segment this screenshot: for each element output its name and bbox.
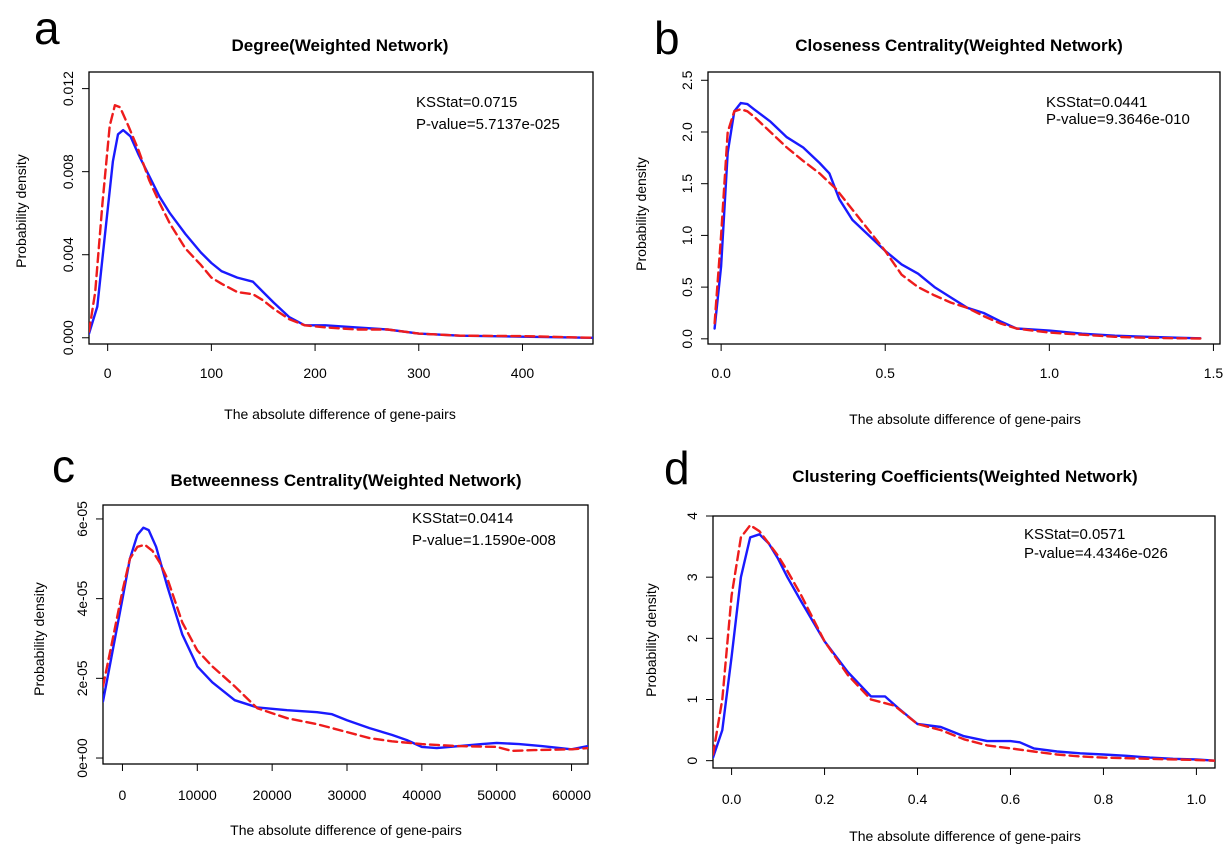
x-tick-label: 0 xyxy=(104,365,112,381)
x-axis-label: The absolute difference of gene-pairs xyxy=(849,411,1081,427)
chart-title: Betweenness Centrality(Weighted Network) xyxy=(170,471,521,490)
chart-panel-b: b Closeness Centrality(Weighted Network)… xyxy=(633,12,1223,427)
x-tick-label: 60000 xyxy=(552,787,591,803)
chart-title: Degree(Weighted Network) xyxy=(232,36,449,55)
y-axis-label: Probability density xyxy=(31,582,47,696)
y-tick-label: 2.5 xyxy=(679,70,695,90)
panel-letter: a xyxy=(34,2,60,54)
blue-density-line xyxy=(103,526,588,751)
x-tick-label: 200 xyxy=(303,365,327,381)
y-tick-label: 1 xyxy=(684,695,700,703)
y-axis-label: Probability density xyxy=(633,157,649,271)
panel-letter: c xyxy=(52,440,75,492)
y-tick-label: 0.5 xyxy=(679,277,695,297)
y-tick-label: 6e-05 xyxy=(74,501,90,537)
y-tick-label: 1.0 xyxy=(679,225,695,245)
ks-stat: KSStat=0.0715 xyxy=(416,94,517,111)
red-density-line xyxy=(713,107,1202,340)
x-tick-label: 100 xyxy=(200,365,224,381)
x-tick-label: 1.0 xyxy=(1040,365,1060,381)
x-axis-label: The absolute difference of gene-pairs xyxy=(230,822,462,838)
y-axis-label: Probability density xyxy=(13,154,29,268)
panel-letter: b xyxy=(654,12,680,64)
y-tick-label: 0.004 xyxy=(60,237,76,272)
x-axis-label: The absolute difference of gene-pairs xyxy=(849,828,1081,844)
p-value: P-value=4.4346e-026 xyxy=(1024,545,1168,562)
x-tick-label: 40000 xyxy=(402,787,441,803)
x-tick-label: 50000 xyxy=(477,787,516,803)
y-tick-label: 0.012 xyxy=(60,71,76,106)
y-tick-label: 2.0 xyxy=(679,122,695,142)
y-tick-label: 0.0 xyxy=(679,329,695,349)
red-density-line xyxy=(89,103,593,339)
ks-stat: KSStat=0.0571 xyxy=(1024,526,1125,543)
y-tick-label: 4e-05 xyxy=(74,581,90,617)
plot-frame xyxy=(88,71,594,345)
y-tick-label: 4 xyxy=(684,512,700,520)
x-tick-label: 30000 xyxy=(328,787,367,803)
y-tick-label: 3 xyxy=(684,573,700,581)
x-tick-label: 400 xyxy=(511,365,535,381)
panel-letter: d xyxy=(664,442,690,494)
blue-density-line xyxy=(89,128,593,339)
chart-panel-c: c Betweenness Centrality(Weighted Networ… xyxy=(31,440,591,838)
y-tick-label: 1.5 xyxy=(679,174,695,194)
y-tick-label: 0.008 xyxy=(60,154,76,189)
p-value: P-value=1.1590e-008 xyxy=(412,532,556,549)
ks-stat: KSStat=0.0414 xyxy=(412,510,513,527)
y-tick-label: 0 xyxy=(684,757,700,765)
plot-frame xyxy=(712,515,1216,769)
red-density-line xyxy=(103,543,588,753)
x-tick-label: 0.8 xyxy=(1094,791,1114,807)
p-value: P-value=9.3646e-010 xyxy=(1046,111,1190,128)
chart-title: Clustering Coefficients(Weighted Network… xyxy=(792,467,1137,486)
x-tick-label: 20000 xyxy=(253,787,292,803)
p-value: P-value=5.7137e-025 xyxy=(416,116,560,133)
x-tick-label: 0.4 xyxy=(908,791,928,807)
blue-density-line xyxy=(713,101,1202,340)
blue-density-line xyxy=(713,533,1215,762)
chart-title: Closeness Centrality(Weighted Network) xyxy=(795,36,1122,55)
x-tick-label: 10000 xyxy=(178,787,217,803)
y-tick-label: 2 xyxy=(684,634,700,642)
x-tick-label: 1.5 xyxy=(1204,365,1223,381)
x-tick-label: 1.0 xyxy=(1187,791,1207,807)
y-tick-label: 2e-05 xyxy=(74,660,90,696)
x-tick-label: 0 xyxy=(119,787,127,803)
plot-frame xyxy=(707,71,1221,345)
x-tick-label: 300 xyxy=(407,365,431,381)
x-tick-label: 0.2 xyxy=(815,791,835,807)
y-tick-label: 0e+00 xyxy=(74,738,90,778)
x-tick-label: 0.0 xyxy=(722,791,742,807)
y-axis-label: Probability density xyxy=(643,583,659,697)
ks-stat: KSStat=0.0441 xyxy=(1046,94,1147,111)
y-tick-label: 0.000 xyxy=(60,320,76,355)
x-tick-label: 0.5 xyxy=(875,365,895,381)
chart-panel-a: a Degree(Weighted Network) KSStat=0.0715… xyxy=(13,2,594,422)
x-tick-label: 0.0 xyxy=(711,365,731,381)
red-density-line xyxy=(713,524,1215,762)
x-tick-label: 0.6 xyxy=(1001,791,1021,807)
plot-frame xyxy=(102,504,589,765)
chart-panel-d: d Clustering Coefficients(Weighted Netwo… xyxy=(643,442,1216,844)
x-axis-label: The absolute difference of gene-pairs xyxy=(224,406,456,422)
